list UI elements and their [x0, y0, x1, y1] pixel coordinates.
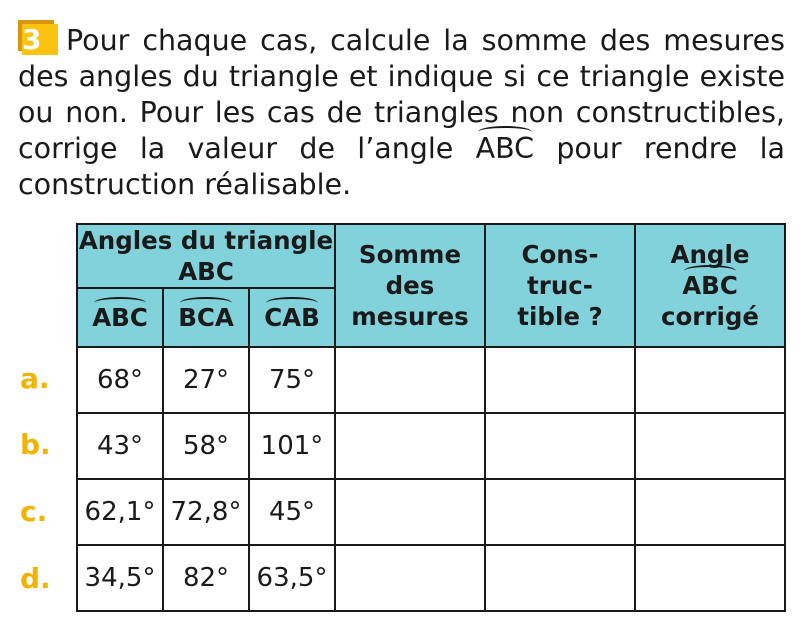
- table-row: 43° 58° 101°: [76, 412, 786, 480]
- angle-value: 43°: [76, 412, 164, 480]
- angle-value: 101°: [248, 412, 336, 480]
- angle-value: 62,1°: [76, 478, 164, 546]
- constructible-cell[interactable]: [484, 412, 636, 480]
- corrected-angle-header: Angle ABC corrigé: [634, 223, 786, 348]
- angle-header-bca: BCA: [162, 287, 250, 348]
- constructible-cell[interactable]: [484, 544, 636, 612]
- sum-cell[interactable]: [334, 544, 486, 612]
- statement-text: Pour chaque cas, calcule la somme des me…: [18, 24, 785, 165]
- angle-header-abc: ABC: [76, 287, 164, 348]
- row-label: a.: [20, 362, 50, 395]
- exercise-number-badge: 3: [18, 20, 58, 55]
- row-label: b.: [20, 428, 51, 461]
- angle-value: 63,5°: [248, 544, 336, 612]
- constructible-header: Cons-truc-tible ?: [484, 223, 636, 348]
- corrected-cell[interactable]: [634, 412, 786, 480]
- sum-header: Somme des mesures: [334, 223, 486, 348]
- sum-cell[interactable]: [334, 478, 486, 546]
- constructible-cell[interactable]: [484, 478, 636, 546]
- corrected-cell[interactable]: [634, 478, 786, 546]
- row-label: d.: [20, 562, 51, 595]
- constructible-cell[interactable]: [484, 346, 636, 414]
- group-header: Angles du triangle ABC: [76, 223, 336, 289]
- angle-value: 68°: [76, 346, 164, 414]
- corrected-cell[interactable]: [634, 346, 786, 414]
- exercise-statement: 3 Pour chaque cas, calcule la somme des m…: [18, 20, 785, 203]
- corrected-cell[interactable]: [634, 544, 786, 612]
- angle-abc: ABC: [475, 126, 535, 165]
- row-label: c.: [20, 495, 48, 528]
- table-row: 68° 27° 75°: [76, 346, 786, 414]
- statement-text-end: pour rendre la construction réalisable.: [18, 132, 785, 201]
- sum-cell[interactable]: [334, 412, 486, 480]
- angles-table: Angles du triangle ABC Somme des mesures C…: [76, 223, 786, 612]
- angle-value: 34,5°: [76, 544, 164, 612]
- angle-value: 27°: [162, 346, 250, 414]
- sum-cell[interactable]: [334, 346, 486, 414]
- angle-value: 75°: [248, 346, 336, 414]
- angle-header-cab: CAB: [248, 287, 336, 348]
- table-row: 62,1° 72,8° 45°: [76, 478, 786, 546]
- table-row: 34,5° 82° 63,5°: [76, 544, 786, 612]
- exercise-number: 3: [22, 24, 58, 55]
- angle-value: 82°: [162, 544, 250, 612]
- angle-value: 72,8°: [162, 478, 250, 546]
- angle-value: 58°: [162, 412, 250, 480]
- angle-value: 45°: [248, 478, 336, 546]
